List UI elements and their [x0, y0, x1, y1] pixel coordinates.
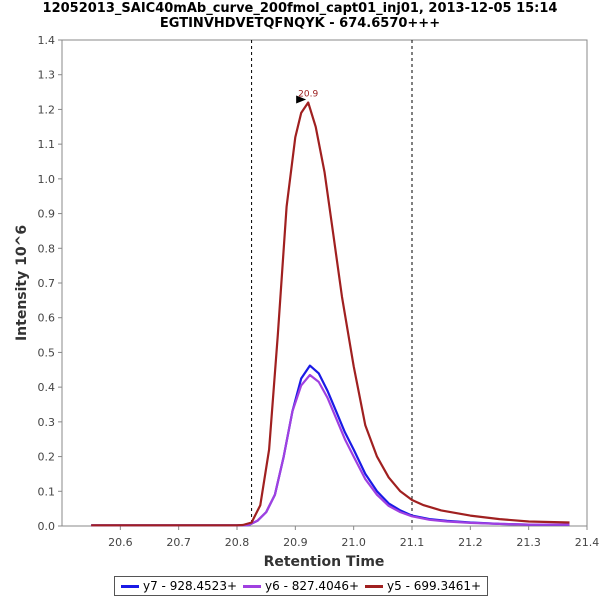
- legend-label: y6 - 827.4046+: [265, 579, 360, 593]
- y-tick-label: 0.9: [38, 208, 56, 221]
- integration-bounds: [251, 40, 413, 526]
- x-tick-label: 20.7: [166, 536, 191, 549]
- y-tick-label: 0.0: [38, 520, 56, 533]
- x-tick-label: 20.6: [108, 536, 133, 549]
- y-tick-label: 1.2: [38, 103, 56, 116]
- x-axis-title: Retention Time: [264, 554, 385, 570]
- series-line: [91, 101, 570, 527]
- legend-item: y6 - 827.4046+: [243, 579, 359, 593]
- y-tick-label: 0.7: [38, 277, 56, 290]
- series-lines: [91, 101, 570, 527]
- series-line: [91, 373, 570, 527]
- legend-item: y7 - 928.4523+: [121, 579, 237, 593]
- x-tick-label: 21.3: [516, 536, 541, 549]
- y-tick-label: 1.3: [38, 69, 56, 82]
- y-axis: 0.0 0.1 0.2 0.3 0.4 0.5 0.6 0.7 0.8 0.9 1.0 1.1 1.2 1…: [38, 34, 62, 533]
- legend-item: y5 - 699.3461+: [365, 579, 481, 593]
- x-tick-label: 21.4: [575, 536, 600, 549]
- legend-label: y5 - 699.3461+: [387, 579, 482, 593]
- x-tick-label: 20.9: [283, 536, 308, 549]
- chart-legend: y7 - 928.4523+ y6 - 827.4046+ y5 - 699.346…: [114, 576, 489, 596]
- x-tick-label: 21.1: [400, 536, 425, 549]
- x-tick-label: 21.2: [458, 536, 483, 549]
- y-tick-label: 0.6: [38, 312, 56, 325]
- y-tick-label: 0.5: [38, 346, 56, 359]
- y-tick-label: 0.3: [38, 416, 56, 429]
- y-tick-label: 0.8: [38, 242, 56, 255]
- y-tick-label: 0.1: [38, 485, 56, 498]
- y-tick-label: 1.1: [38, 138, 56, 151]
- legend-swatch: [243, 584, 262, 588]
- x-tick-label: 21.0: [341, 536, 366, 549]
- chart-title-line2: EGTINVHDVETQFNQYK - 674.6570+++: [160, 16, 440, 31]
- legend-swatch: [121, 584, 139, 588]
- peak-marker-arrow: [296, 95, 307, 104]
- y-tick-label: 0.4: [38, 381, 56, 394]
- y-tick-label: 1.4: [38, 34, 56, 47]
- x-axis: 20.6 20.7 20.8 20.9 21.0 21.1 21.2 21.3 21.4: [108, 526, 599, 549]
- y-axis-title: Intensity 10^6: [14, 225, 30, 341]
- plot-area: [61, 39, 588, 527]
- y-tick-label: 1.0: [38, 173, 56, 186]
- y-tick-label: 0.2: [38, 451, 56, 464]
- legend-swatch: [365, 584, 384, 588]
- legend-label: y7 - 928.4523+: [143, 579, 238, 593]
- peak-annotation: 20.9: [296, 89, 318, 104]
- chart-title-line1: 12052013_SAIC40mAb_curve_200fmol_capt01_…: [43, 1, 558, 16]
- peak-label: 20.9: [298, 89, 318, 99]
- x-tick-label: 20.8: [225, 536, 250, 549]
